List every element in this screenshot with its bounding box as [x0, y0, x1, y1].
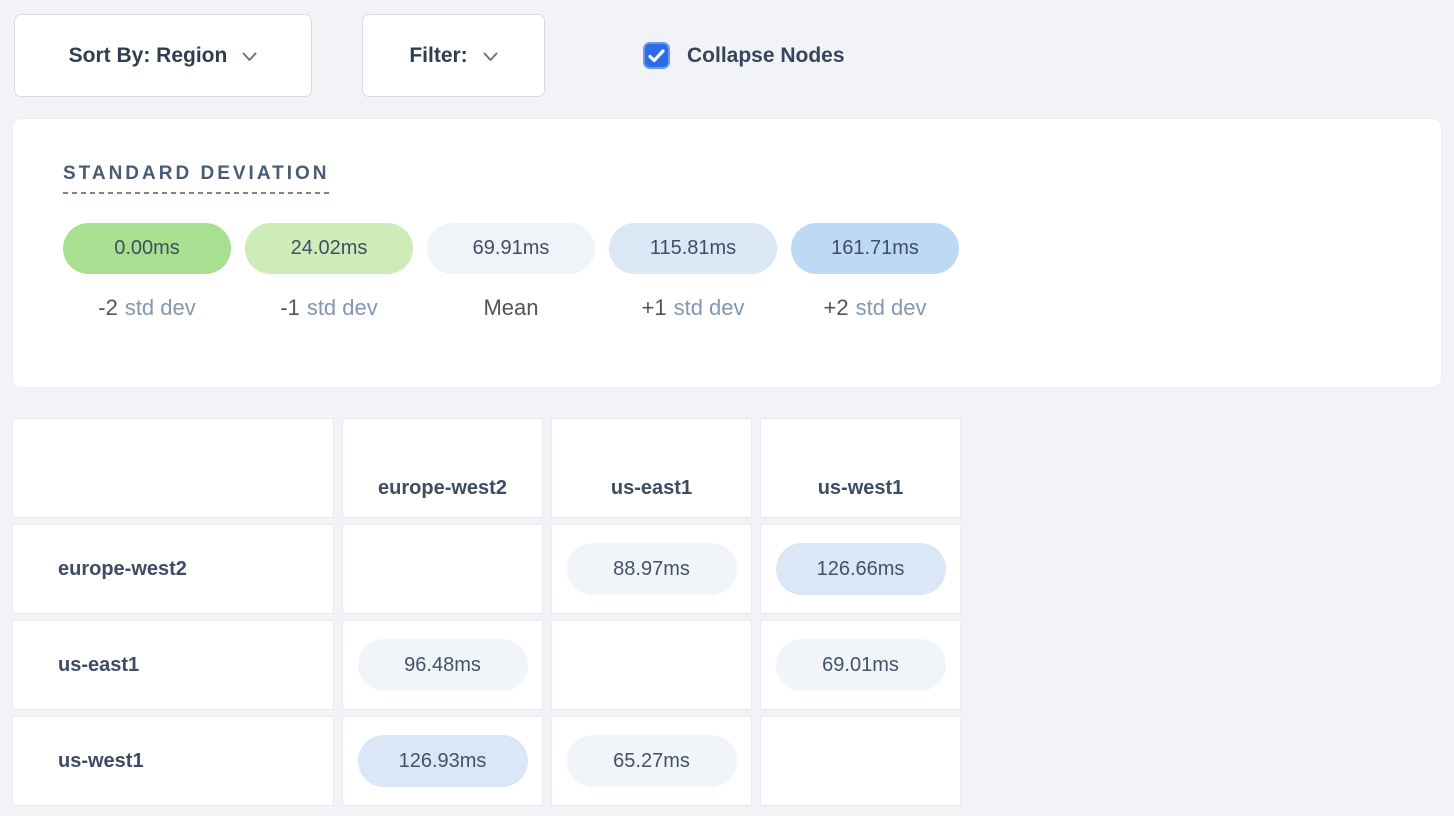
matrix-cell: 65.27ms	[551, 716, 752, 806]
matrix-cell: 69.01ms	[760, 620, 961, 710]
matrix-cell: 126.66ms	[760, 524, 961, 614]
legend-pill: 161.71ms	[791, 223, 959, 274]
matrix-column-header: us-east1	[551, 418, 752, 518]
chevron-down-icon	[483, 52, 498, 62]
sort-by-label: Sort By: Region	[68, 43, 228, 67]
collapse-nodes-toggle[interactable]: Collapse Nodes	[643, 42, 845, 69]
matrix-row-header: europe-west2	[12, 524, 334, 614]
latency-pill: 126.66ms	[775, 543, 946, 595]
matrix-column-header: us-west1	[760, 418, 961, 518]
standard-deviation-card: STANDARD DEVIATION 0.00ms -2 std dev 24.0…	[12, 118, 1442, 388]
filter-dropdown[interactable]: Filter:	[362, 14, 545, 97]
legend-item: 0.00ms -2 std dev	[63, 223, 231, 321]
legend-label: -1 std dev	[280, 295, 378, 320]
legend-label: +2 std dev	[823, 295, 927, 320]
legend-item: 69.91ms Mean	[427, 223, 595, 321]
legend-label: +1 std dev	[641, 295, 745, 320]
matrix-cell	[760, 716, 961, 806]
legend-pill: 115.81ms	[609, 223, 777, 274]
matrix-cell	[342, 524, 543, 614]
collapse-nodes-label[interactable]: Collapse Nodes	[687, 43, 845, 67]
latency-pill: 69.01ms	[775, 639, 946, 691]
legend-title: STANDARD DEVIATION	[63, 163, 330, 194]
sort-by-dropdown[interactable]: Sort By: Region	[14, 14, 312, 97]
matrix-corner-cell	[12, 418, 334, 518]
matrix-cell: 126.93ms	[342, 716, 543, 806]
matrix-cell: 88.97ms	[551, 524, 752, 614]
legend-label: Mean	[483, 295, 539, 320]
legend-pill: 0.00ms	[63, 223, 231, 274]
matrix-column-header: europe-west2	[342, 418, 543, 518]
filter-label: Filter:	[409, 43, 468, 67]
legend-label: -2 std dev	[98, 295, 196, 320]
matrix-cell: 96.48ms	[342, 620, 543, 710]
latency-pill: 126.93ms	[357, 735, 528, 787]
chevron-down-icon	[242, 52, 257, 62]
legend-item: 24.02ms -1 std dev	[245, 223, 413, 321]
latency-pill: 88.97ms	[566, 543, 737, 595]
toolbar: Sort By: Region Filter: Collapse Nodes	[0, 0, 1454, 97]
latency-pill: 96.48ms	[357, 639, 528, 691]
legend-item: 161.71ms +2 std dev	[791, 223, 959, 321]
matrix-row-header: us-west1	[12, 716, 334, 806]
legend-pill: 69.91ms	[427, 223, 595, 274]
legend-pill-row: 0.00ms -2 std dev 24.02ms -1 std dev 69.91…	[63, 223, 1391, 321]
matrix-cell	[551, 620, 752, 710]
legend-item: 115.81ms +1 std dev	[609, 223, 777, 321]
latency-pill: 65.27ms	[566, 735, 737, 787]
legend-pill: 24.02ms	[245, 223, 413, 274]
checkbox-checked-icon[interactable]	[643, 42, 670, 69]
latency-matrix: europe-west2 us-east1 us-west1 europe-we…	[12, 418, 961, 806]
matrix-row-header: us-east1	[12, 620, 334, 710]
